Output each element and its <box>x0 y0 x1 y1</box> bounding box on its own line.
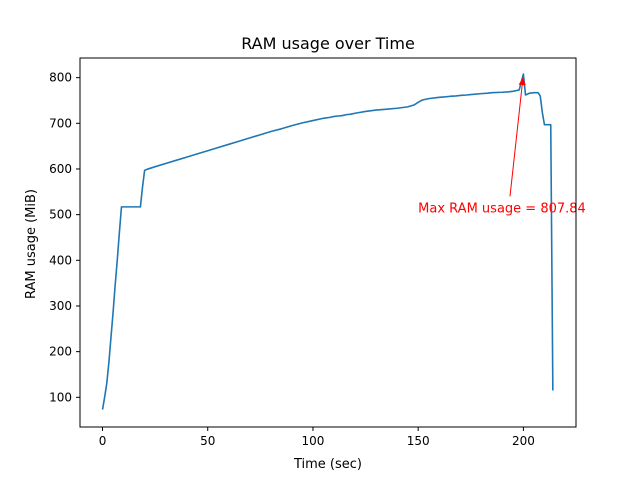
y-tick-label: 200 <box>49 345 72 359</box>
x-tick-label: 50 <box>200 434 215 448</box>
chart-title: RAM usage over Time <box>241 34 415 53</box>
x-axis-label: Time (sec) <box>293 457 362 472</box>
plot-frame <box>79 57 577 428</box>
y-tick-label: 100 <box>49 390 72 404</box>
series-line-0 <box>101 73 554 410</box>
x-tick-label: 0 <box>99 434 107 448</box>
annotation-text: Max RAM usage = 807.84 <box>418 201 586 216</box>
y-tick-label: 700 <box>49 116 72 130</box>
annotation-group: Max RAM usage = 807.84 <box>418 77 586 216</box>
annotation-arrow-head <box>518 77 526 86</box>
x-axis: 0 50 100 150 200 <box>99 427 535 448</box>
y-tick-label: 800 <box>49 71 72 85</box>
y-tick-label: 400 <box>49 253 72 267</box>
annotation-arrow-line <box>509 84 523 197</box>
y-axis-label: RAM usage (MiB) <box>24 189 39 299</box>
x-tick-label: 100 <box>302 434 325 448</box>
plot-area <box>101 73 554 410</box>
y-axis: 100 200 300 400 500 600 700 800 <box>49 71 80 404</box>
y-tick-label: 300 <box>49 299 72 313</box>
x-tick-label: 150 <box>407 434 430 448</box>
y-tick-label: 500 <box>49 208 72 222</box>
y-tick-label: 600 <box>49 162 72 176</box>
x-tick-label: 200 <box>512 434 535 448</box>
